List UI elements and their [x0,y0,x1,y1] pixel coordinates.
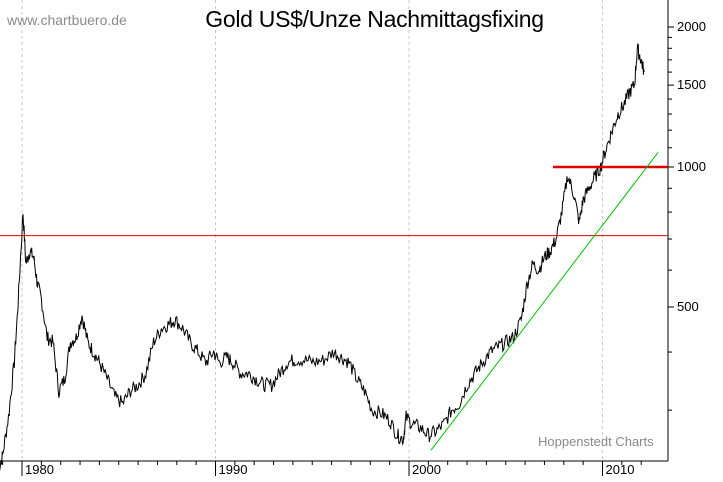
gold-price-line [0,42,645,471]
chart-title: Gold US$/Unze Nachmittagsfixing [205,6,544,32]
y-axis-ticks [668,26,674,411]
x-tick-label-2010: 2010 [605,462,635,477]
y-tick-label-500: 500 [677,298,699,314]
x-tick-label-1980: 1980 [25,462,54,477]
x-axis-ticks [2,461,642,476]
x-tick-label-1990: 1990 [218,462,248,477]
chart-credit: Hoppenstedt Charts [538,434,654,449]
y-tick-label-1000: 1000 [677,159,706,174]
y-tick-label-1500: 1500 [677,77,706,93]
trend-line [430,152,659,451]
y-tick-label-2000: 2000 [677,19,706,35]
watermark-site: www.chartbuero.de [7,12,127,28]
vertical-grid-lines [21,0,603,461]
x-tick-label-2000: 2000 [412,462,441,477]
chart-series [0,42,668,471]
